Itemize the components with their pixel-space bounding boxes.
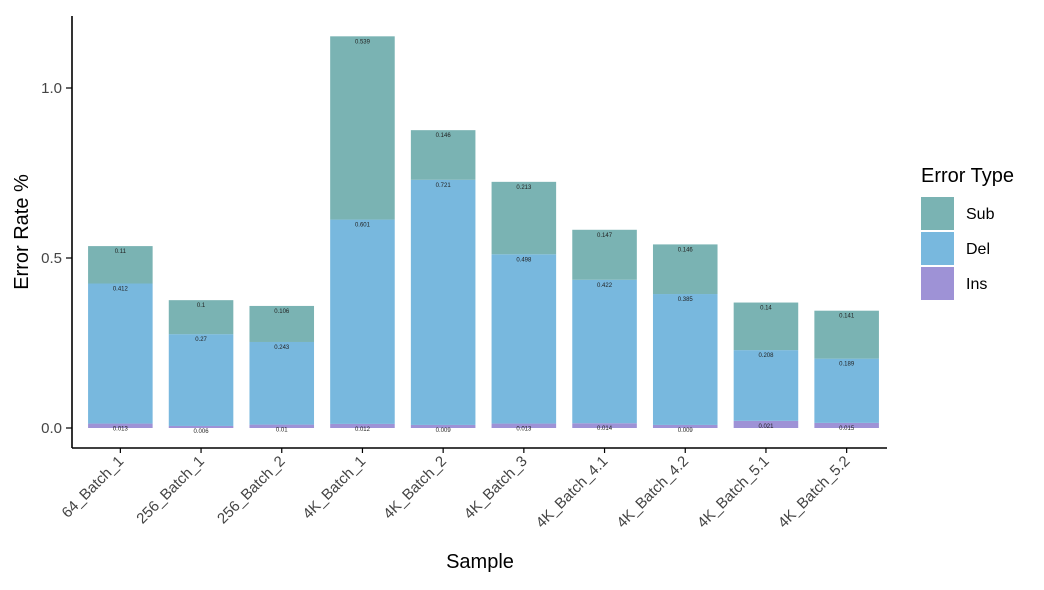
legend-label-del: Del	[966, 241, 990, 258]
bar-ins-4K_Batch_4.1	[572, 423, 637, 428]
y-ticks-layer: 0.0 0.5 1.0	[41, 80, 72, 437]
bar-del-4K_Batch_5.2	[814, 358, 879, 423]
bar-del-4K_Batch_4.1	[572, 279, 637, 424]
bar-del-64_Batch_1	[88, 283, 153, 424]
data-label-del-4K_Batch_4.1: 0.422	[597, 283, 613, 289]
data-label-del-4K_Batch_1: 0.601	[355, 223, 371, 229]
data-label-sub-4K_Batch_4.1: 0.147	[597, 233, 613, 239]
bar-sub-256_Batch_2	[249, 305, 315, 342]
bars-layer	[88, 36, 879, 428]
data-label-sub-256_Batch_1: 0.1	[197, 303, 206, 309]
legend-swatch-ins	[921, 267, 954, 300]
data-label-sub-4K_Batch_5.2: 0.141	[839, 314, 855, 320]
bar-ins-64_Batch_1	[88, 423, 153, 428]
bar-ins-256_Batch_2	[249, 424, 315, 428]
x-tick-label-4K_Batch_5.2: 4K_Batch_5.2	[775, 453, 854, 532]
data-label-ins-64_Batch_1: 0.013	[113, 427, 129, 433]
data-label-sub-4K_Batch_5.1: 0.14	[760, 306, 772, 312]
x-tick-label-4K_Batch_4.1: 4K_Batch_4.1	[533, 453, 612, 532]
bar-del-4K_Batch_4.2	[652, 294, 718, 425]
data-label-ins-4K_Batch_2: 0.009	[436, 428, 452, 434]
bar-ins-4K_Batch_1	[330, 423, 395, 428]
bar-sub-4K_Batch_4.2	[652, 244, 718, 295]
legend: Error Type Sub Del Ins	[921, 165, 1014, 300]
data-label-del-4K_Batch_3: 0.498	[516, 257, 532, 263]
x-tick-label-4K_Batch_2: 4K_Batch_2	[380, 453, 450, 523]
data-label-del-4K_Batch_4.2: 0.385	[678, 297, 694, 303]
data-label-sub-256_Batch_2: 0.106	[274, 309, 290, 315]
x-tick-label-64_Batch_1: 64_Batch_1	[59, 453, 128, 522]
data-label-sub-4K_Batch_3: 0.213	[516, 185, 532, 191]
data-label-del-4K_Batch_2: 0.721	[436, 183, 452, 189]
x-tick-label-256_Batch_1: 256_Batch_1	[133, 453, 208, 528]
bar-del-256_Batch_2	[249, 341, 315, 425]
x-tick-label-4K_Batch_1: 4K_Batch_1	[299, 453, 369, 523]
bar-sub-64_Batch_1	[88, 246, 153, 284]
data-label-sub-4K_Batch_4.2: 0.146	[678, 247, 694, 253]
data-label-ins-4K_Batch_5.1: 0.021	[758, 424, 774, 430]
bar-sub-4K_Batch_4.1	[572, 229, 637, 280]
data-labels-layer: 0.013 0.412 0.11 0.006 0.27 0.1 0.01 0.243 0.106…	[113, 39, 855, 435]
bar-sub-4K_Batch_5.2	[814, 310, 879, 359]
data-label-sub-4K_Batch_2: 0.146	[436, 133, 452, 139]
y-tick-label: 1.0	[41, 80, 62, 97]
y-axis-title: Error Rate %	[11, 174, 33, 290]
y-tick-label: 0.5	[41, 250, 62, 267]
bar-ins-4K_Batch_5.1	[733, 420, 799, 428]
data-label-del-4K_Batch_5.1: 0.208	[758, 353, 774, 359]
data-label-del-4K_Batch_5.2: 0.189	[839, 362, 855, 368]
data-label-ins-4K_Batch_4.1: 0.014	[597, 426, 613, 432]
x-axis-title: Sample	[446, 551, 514, 573]
x-tick-label-4K_Batch_3: 4K_Batch_3	[461, 453, 531, 523]
bar-sub-4K_Batch_5.1	[733, 302, 799, 351]
data-label-del-256_Batch_2: 0.243	[274, 345, 290, 351]
legend-swatch-del	[921, 232, 954, 265]
data-label-ins-4K_Batch_5.2: 0.015	[839, 426, 855, 432]
bar-del-4K_Batch_2	[410, 179, 476, 425]
bar-sub-4K_Batch_1	[330, 36, 395, 220]
data-label-del-64_Batch_1: 0.412	[113, 287, 129, 293]
data-label-ins-4K_Batch_3: 0.013	[516, 427, 532, 433]
data-label-ins-4K_Batch_1: 0.012	[355, 427, 371, 433]
data-label-ins-256_Batch_2: 0.01	[276, 428, 288, 434]
legend-label-sub: Sub	[966, 206, 995, 223]
data-label-ins-4K_Batch_4.2: 0.009	[678, 428, 694, 434]
y-tick-label: 0.0	[41, 420, 62, 437]
data-label-ins-256_Batch_1: 0.006	[194, 429, 210, 435]
x-tick-label-256_Batch_2: 256_Batch_2	[214, 453, 289, 528]
x-tick-label-4K_Batch_4.2: 4K_Batch_4.2	[613, 453, 692, 532]
legend-label-ins: Ins	[966, 276, 987, 293]
data-label-sub-4K_Batch_1: 0.539	[355, 39, 371, 45]
data-label-del-256_Batch_1: 0.27	[195, 337, 207, 343]
bar-sub-4K_Batch_3	[491, 181, 557, 255]
bar-ins-4K_Batch_2	[410, 424, 476, 428]
bar-ins-4K_Batch_4.2	[652, 424, 718, 428]
bar-ins-4K_Batch_5.2	[814, 422, 879, 428]
bar-sub-256_Batch_1	[168, 300, 234, 335]
legend-swatch-sub	[921, 197, 954, 230]
bar-del-4K_Batch_5.1	[733, 350, 799, 421]
bar-sub-4K_Batch_2	[410, 130, 476, 180]
bar-del-4K_Batch_1	[330, 219, 395, 424]
legend-title: Error Type	[921, 165, 1014, 187]
x-tick-label-4K_Batch_5.1: 4K_Batch_5.1	[694, 453, 773, 532]
bar-del-4K_Batch_3	[491, 254, 557, 424]
bar-ins-256_Batch_1	[168, 425, 234, 428]
bar-ins-4K_Batch_3	[491, 423, 557, 428]
bar-del-256_Batch_1	[168, 334, 234, 426]
data-label-sub-64_Batch_1: 0.11	[115, 249, 127, 255]
x-ticks-layer: 64_Batch_1 256_Batch_1 256_Batch_2 4K_Batch…	[59, 448, 854, 532]
